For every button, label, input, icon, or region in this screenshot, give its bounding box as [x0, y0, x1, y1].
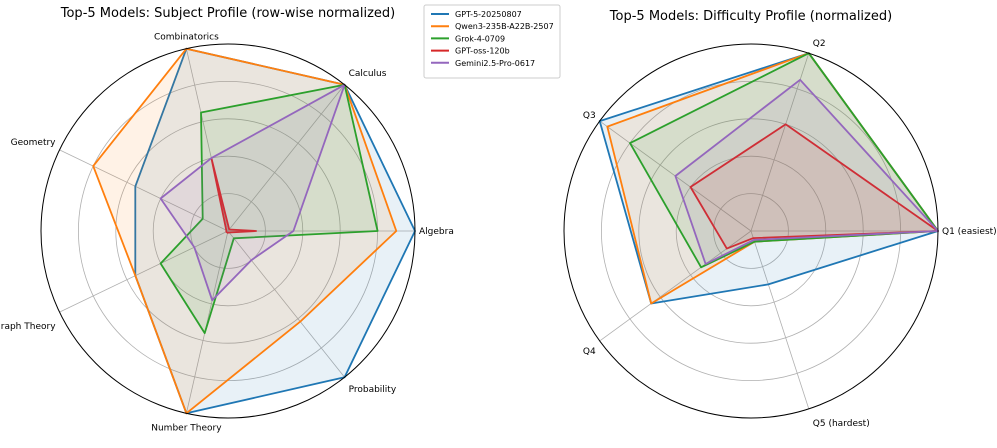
legend-entry-gpt-oss-120b: GPT-oss-120b — [455, 47, 510, 56]
grid-spoke — [227, 230, 345, 378]
difficulty-chart-title: Top-5 Models: Difficulty Profile (normal… — [609, 9, 892, 24]
grid-spoke — [59, 149, 229, 232]
legend-entry-grok-4-0709: Grok-4-0709 — [455, 34, 505, 43]
legend: GPT-5-20250807 Qwen3-235B-A22B-2507 Grok-4… — [423, 4, 561, 79]
grid-spoke — [750, 53, 810, 232]
axis-label-q3: Q3 — [583, 111, 596, 121]
subject-radar-chart: Top-5 Models: Subject Profile (row-wise … — [0, 6, 454, 433]
radar-grid — [599, 53, 938, 409]
legend-entry-gpt-5-20250807: GPT-5-20250807 — [455, 10, 522, 19]
axis-label-q4: Q4 — [583, 347, 596, 357]
legend-box — [423, 4, 561, 79]
series-gemini2-5-pro-0617 — [159, 83, 346, 302]
series-gpt-oss-120b — [210, 157, 258, 234]
series-gpt-oss-120b — [689, 123, 939, 250]
series-gemini2-5-pro-0617 — [674, 78, 939, 265]
axis-label-algebra: Algebra — [419, 227, 454, 237]
axis-label-combinatorics: Combinatorics — [154, 33, 219, 43]
difficulty-radar-chart: Top-5 Models: Difficulty Profile (normal… — [563, 9, 997, 429]
axis-label-probability: Probability — [349, 385, 397, 395]
grid-spoke — [59, 230, 229, 313]
axis-label-number-theory: Number Theory — [151, 423, 222, 433]
subject-chart-title: Top-5 Models: Subject Profile (row-wise … — [60, 6, 396, 21]
radar-frame — [40, 43, 416, 419]
axis-label-graph-theory: Graph Theory — [0, 322, 56, 332]
axis-label-q5-hardest: Q5 (hardest) — [813, 419, 870, 429]
grid-spoke — [227, 84, 345, 232]
grid-spoke — [599, 230, 752, 342]
axis-label-geometry: Geometry — [11, 138, 57, 148]
legend-entry-gemini2-5-pro-0617: Gemini2.5-Pro-0617 — [455, 59, 535, 68]
axis-label-calculus: Calculus — [349, 69, 387, 79]
legend-entry-qwen3-235b-a22b-2507: Qwen3-235B-A22B-2507 — [455, 22, 554, 31]
grid-spoke — [750, 230, 810, 409]
axis-label-q1-easiest: Q1 (easiest) — [942, 227, 997, 237]
axis-label-q2: Q2 — [813, 39, 826, 49]
radar-frame — [563, 43, 939, 419]
